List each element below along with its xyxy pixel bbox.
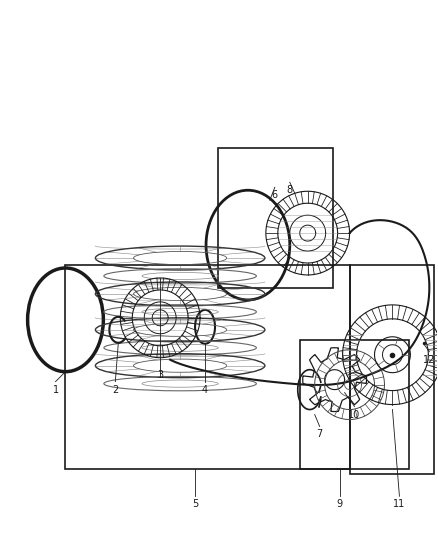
Bar <box>350 265 434 474</box>
Text: 12: 12 <box>423 354 435 365</box>
Bar <box>66 265 350 470</box>
Text: 1: 1 <box>53 385 59 394</box>
Bar <box>300 340 410 470</box>
Text: 2: 2 <box>112 385 118 394</box>
Text: 7: 7 <box>317 430 323 440</box>
Text: 6: 6 <box>272 190 278 200</box>
Text: 3: 3 <box>157 370 163 379</box>
Text: 10: 10 <box>349 409 361 419</box>
Text: 5: 5 <box>192 499 198 509</box>
Bar <box>218 148 332 288</box>
Text: 11: 11 <box>393 499 406 509</box>
Text: 4: 4 <box>202 385 208 394</box>
Text: 9: 9 <box>336 499 343 509</box>
Text: 8: 8 <box>287 185 293 195</box>
